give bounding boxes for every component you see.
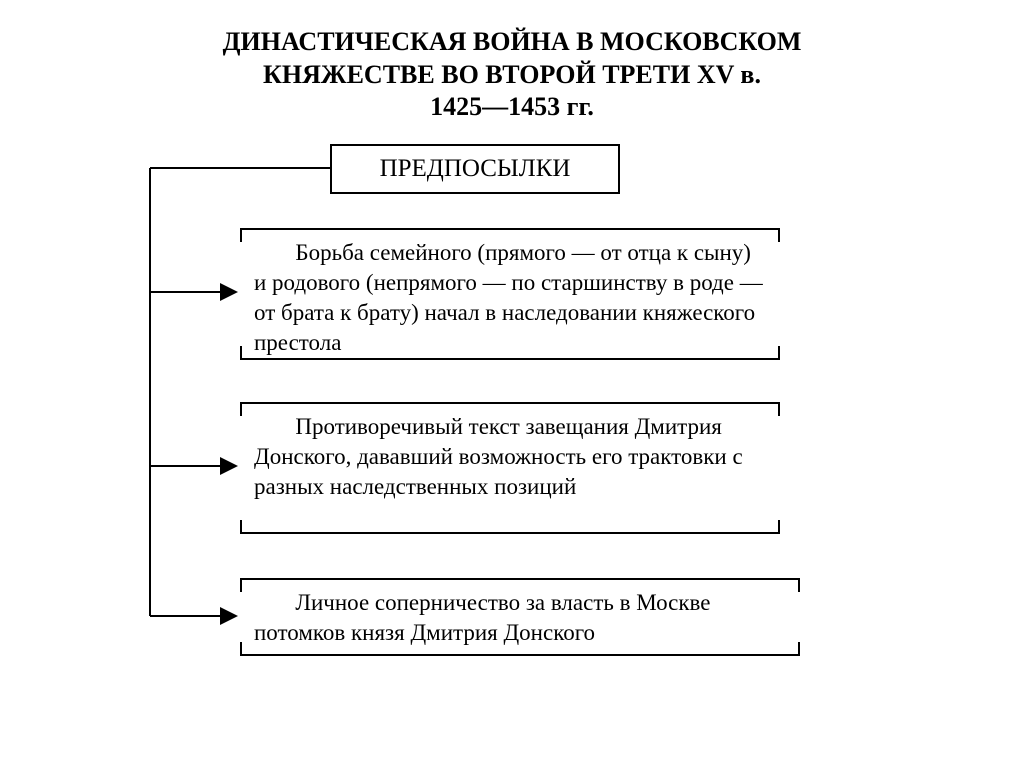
precondition-item-1: Борьба семейного (прямого — от отца к сы… [240,228,780,360]
precondition-item-1-text: Борьба семейного (прямого — от отца к сы… [254,238,766,358]
title-line-3: 1425—1453 гг. [0,91,1024,124]
preconditions-header-label: ПРЕДПОСЫЛКИ [380,155,571,183]
precondition-item-3-text: Личное соперничество за власть в Москве … [254,588,786,648]
title-line-1: ДИНАСТИЧЕСКАЯ ВОЙНА В МОСКОВСКОМ [0,26,1024,59]
precondition-item-2: Противоречивый текст завещания Дмитрия Д… [240,402,780,534]
title-line-2: КНЯЖЕСТВЕ ВО ВТОРОЙ ТРЕТИ XV в. [0,59,1024,92]
preconditions-header: ПРЕДПОСЫЛКИ [330,144,620,194]
precondition-item-2-text: Противоречивый текст завещания Дмитрия Д… [254,412,766,502]
precondition-item-3: Личное соперничество за власть в Москве … [240,578,800,656]
diagram-title: ДИНАСТИЧЕСКАЯ ВОЙНА В МОСКОВСКОМ КНЯЖЕСТ… [0,26,1024,124]
